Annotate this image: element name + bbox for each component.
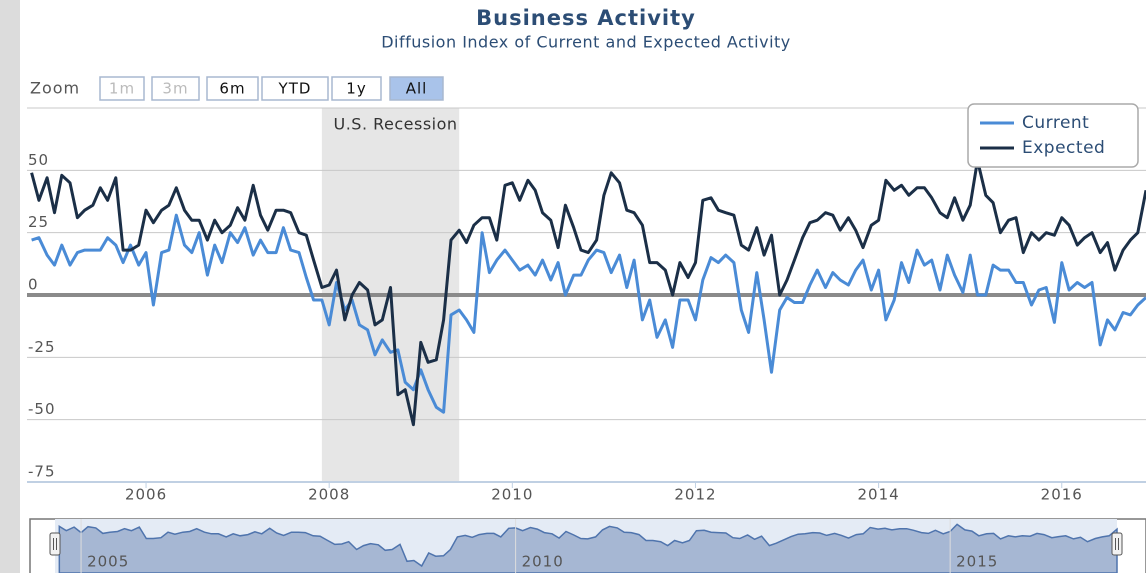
zoom-label: Zoom <box>30 79 80 98</box>
x-tick-label: 2006 <box>125 486 167 504</box>
x-tick-label: 2016 <box>1041 486 1083 504</box>
navigator-handle-box <box>1111 532 1123 556</box>
zoom-button: 1m <box>99 76 145 101</box>
y-tick-label: -75 <box>28 463 56 481</box>
x-tick-label: 2008 <box>308 486 350 504</box>
y-tick-label: 0 <box>28 276 39 294</box>
x-tick-label: 2010 <box>491 486 533 504</box>
zoom-button-box <box>206 76 259 101</box>
chart-subtitle: Diffusion Index of Current and Expected … <box>381 33 791 52</box>
y-tick-label: -25 <box>28 338 56 356</box>
navigator: 2005 2010 2015 <box>29 518 1146 573</box>
navigator-handle-box <box>49 532 61 556</box>
zoom-button[interactable]: All <box>389 76 444 101</box>
zoom-button-box <box>99 76 145 101</box>
zoom-button-label: YTD <box>278 80 312 98</box>
zoom-buttons: 1m 3m 6m YTD 1y All <box>99 76 444 101</box>
zoom-button: 3m <box>151 76 200 101</box>
zoom-button-box <box>389 76 444 101</box>
navigator-handle[interactable] <box>49 532 61 556</box>
zoom-button-box <box>151 76 200 101</box>
series-line <box>30 158 1146 427</box>
legend: Current Expected <box>967 103 1139 168</box>
navigator-tick-label: 2010 <box>522 553 564 571</box>
zoom-button-box <box>331 76 382 101</box>
navigator-tick-label: 2005 <box>87 553 129 571</box>
legend-box <box>967 103 1139 168</box>
lines <box>30 158 1146 427</box>
y-tick-label: 25 <box>28 213 49 231</box>
zoom-button-label: 3m <box>162 80 188 98</box>
zoom-button[interactable]: YTD <box>261 76 329 101</box>
chart-title: Business Activity <box>476 6 696 30</box>
zoom-button[interactable]: 1y <box>331 76 382 101</box>
recession-label: U.S. Recession <box>334 115 458 134</box>
x-tick-label: 2014 <box>858 486 900 504</box>
x-tick-label: 2012 <box>674 486 716 504</box>
series-line <box>31 213 1146 414</box>
zoom-button-label: All <box>406 80 428 98</box>
legend-label: Expected <box>1022 138 1105 158</box>
zoom-button[interactable]: 6m <box>206 76 259 101</box>
grid: -75 -50 -25 0 25 50 2006 2008 2010 2012 2014 2016 <box>27 107 1146 504</box>
y-tick-label: 50 <box>28 151 49 169</box>
zoom-button-box <box>261 76 329 101</box>
navigator-tick-label: 2015 <box>956 553 998 571</box>
navigator-handle[interactable] <box>1111 532 1123 556</box>
zoom-button-label: 1y <box>346 80 366 98</box>
legend-label: Current <box>1022 113 1089 133</box>
zoom-button-label: 1m <box>109 80 135 98</box>
zoom-button-label: 6m <box>219 80 245 98</box>
y-tick-label: -50 <box>28 400 56 418</box>
navigator-area <box>58 523 1118 573</box>
